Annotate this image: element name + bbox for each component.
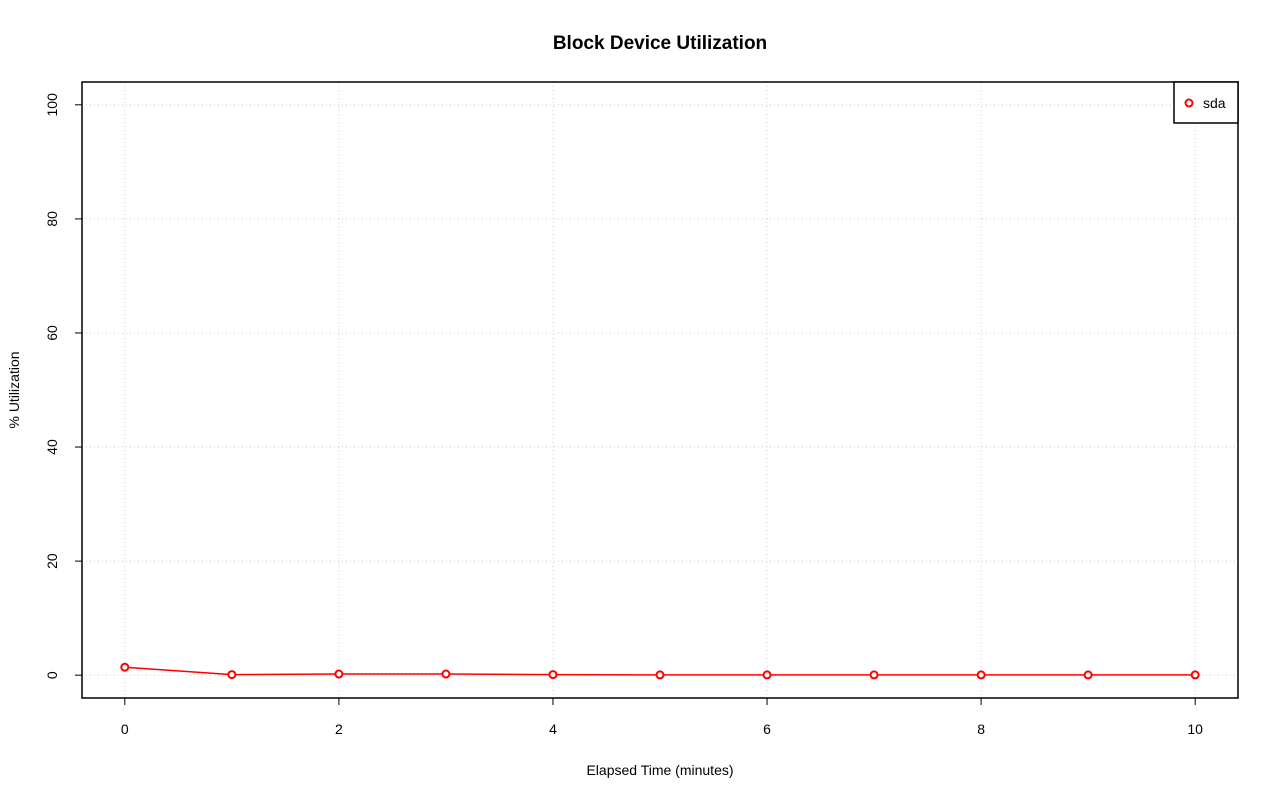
y-tick-label: 40 [44,439,60,455]
data-point [120,662,130,672]
x-axis-label: Elapsed Time (minutes) [586,762,733,778]
y-tick-label: 20 [44,553,60,569]
y-tick-label: 100 [44,93,60,117]
data-point [1190,670,1200,680]
chart-title: Block Device Utilization [553,33,767,54]
y-tick-label: 80 [44,211,60,227]
plot-border [81,81,1239,699]
data-point [1083,670,1093,680]
data-point [655,670,665,680]
y-axis-label: % Utilization [6,351,22,428]
data-point [227,670,237,680]
data-point [976,670,986,680]
legend-label: sda [1203,95,1226,111]
data-point [334,669,344,679]
legend-marker [1184,98,1194,108]
x-tick-label: 0 [121,721,129,737]
y-tick-label: 0 [44,671,60,679]
data-point [869,670,879,680]
data-point [762,670,772,680]
data-point [441,669,451,679]
data-point [548,670,558,680]
x-tick-label: 2 [335,721,343,737]
x-tick-label: 4 [549,721,557,737]
x-tick-label: 10 [1187,721,1203,737]
x-tick-label: 6 [763,721,771,737]
y-tick-label: 60 [44,325,60,341]
x-tick-label: 8 [977,721,985,737]
